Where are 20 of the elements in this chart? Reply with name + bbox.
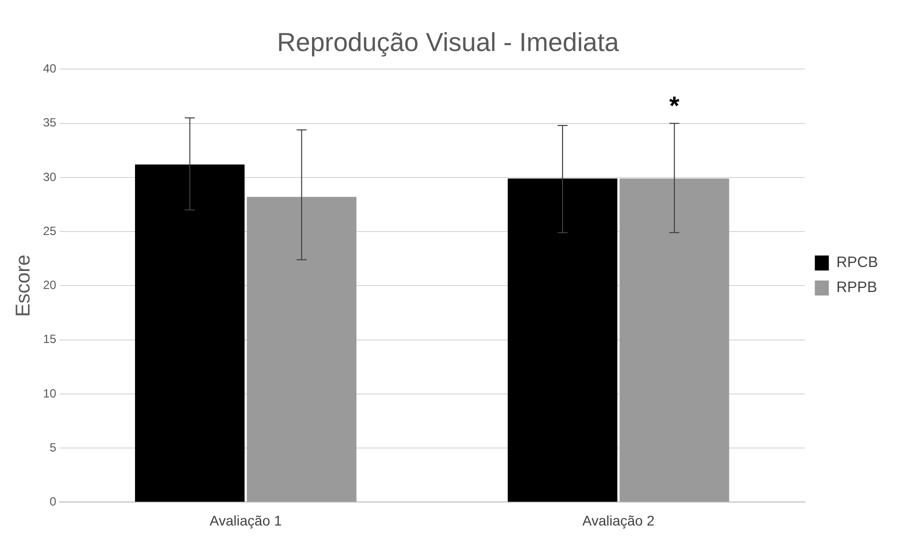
y-tick-label: 0 — [50, 494, 57, 509]
y-tick-label: 5 — [50, 440, 57, 454]
y-tick-label: 30 — [42, 170, 57, 184]
y-tick-label: 20 — [42, 278, 57, 292]
legend-label: RPCB — [836, 254, 878, 272]
bar — [620, 178, 730, 502]
y-axis-title: Escore — [12, 254, 35, 317]
y-tick-label: 25 — [42, 224, 57, 238]
chart-title: Reprodução Visual - Imediata — [276, 26, 620, 57]
y-tick-label: 35 — [42, 116, 57, 130]
y-tick-label: 10 — [42, 386, 57, 400]
x-tick-label: Avaliação 2 — [582, 512, 655, 528]
annotation: * — [669, 90, 680, 120]
legend-label: RPPB — [836, 279, 878, 296]
x-tick-label: Avaliação 1 — [210, 512, 282, 528]
y-tick-label: 15 — [42, 332, 57, 346]
bar — [508, 178, 618, 502]
bar — [135, 164, 245, 502]
bar — [246, 196, 356, 502]
y-tick-label: 40 — [42, 62, 57, 76]
